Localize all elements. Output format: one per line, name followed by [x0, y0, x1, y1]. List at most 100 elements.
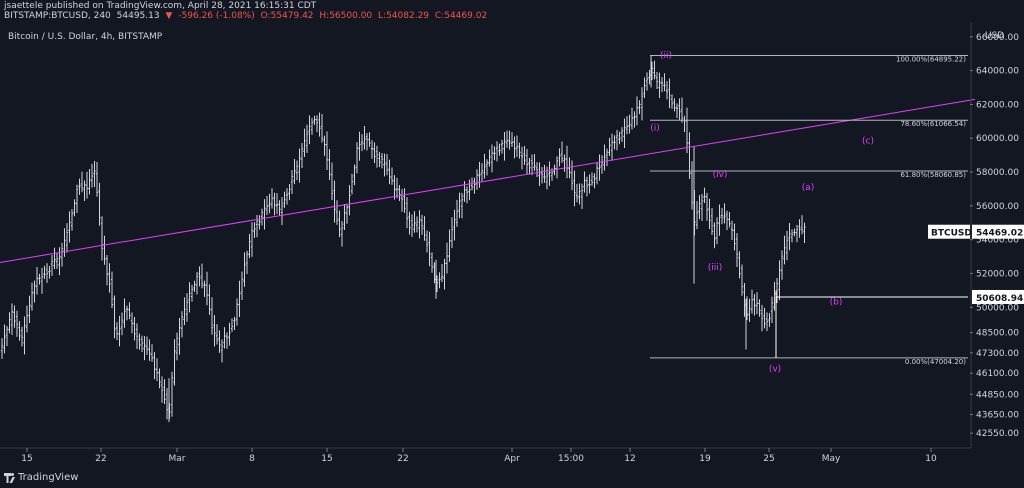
- ohlc-bar: [100, 216, 104, 261]
- ohlc-bar: [260, 208, 264, 226]
- ohlc-bar: [205, 271, 209, 306]
- ohlc-bar: [275, 193, 279, 214]
- x-tick-label: 15: [21, 454, 32, 464]
- ohlc-bar: [438, 272, 441, 289]
- ohlc-bar: [670, 94, 674, 109]
- trendline[interactable]: [0, 98, 976, 263]
- price-axis[interactable]: 42550.00 43650.00 44850.00 46100.00 47300.00…: [928, 33, 1024, 439]
- x-tick-label: 22: [95, 454, 106, 464]
- x-tick-label: 19: [699, 454, 711, 464]
- last-price-badge-text: 54469.02: [976, 229, 1023, 239]
- ohlc-bar: [473, 177, 476, 194]
- ohlc-bar: [508, 130, 511, 150]
- ohlc-bar: [603, 144, 606, 171]
- ohlc-bar: [400, 189, 404, 212]
- ohlc-bar: [88, 169, 91, 195]
- level-price-badge: 50608.94: [972, 289, 1024, 304]
- ohlc-bar: [778, 260, 781, 301]
- ohlc-bar: [208, 284, 211, 315]
- ohlc-bar: [543, 164, 546, 183]
- wave-label: (iii): [708, 263, 723, 273]
- ohlc-bar: [343, 204, 346, 230]
- ohlc-bar: [340, 220, 344, 247]
- ohlc-bar: [283, 191, 286, 208]
- ohlc-bar: [638, 100, 641, 115]
- y-tick-label: 54000.00: [976, 236, 1019, 246]
- ohlc-bar: [790, 229, 794, 243]
- ohlc-bar: [405, 196, 409, 229]
- chart-overlays: 100.00%(64895.22) 78.60%(61066.54) 61.80%(…: [0, 51, 976, 374]
- ohlc-bar: [518, 142, 521, 159]
- ohlc-bar: [630, 107, 634, 130]
- ohlc-bar: [345, 203, 349, 224]
- ohlc-bar: [725, 210, 729, 231]
- ohlc-bar: [323, 135, 326, 156]
- ohlc-bar: [758, 299, 761, 317]
- ohlc-bar: [133, 316, 136, 341]
- ohlc-bar: [255, 215, 259, 238]
- ohlc-bar: [593, 173, 596, 189]
- ohlc-bar: [528, 157, 531, 175]
- ohlc-bar: [748, 298, 751, 322]
- ohlc-bar: [315, 115, 319, 133]
- time-axis[interactable]: 15 22 Mar 8 15 22 Apr 15:00 12 19 25 May 10: [21, 448, 937, 464]
- chart-title: Bitcoin / U.S. Dollar, 4h, BITSTAMP: [8, 32, 163, 42]
- ohlc-bar: [393, 175, 396, 200]
- ohlc-bar: [278, 200, 281, 216]
- ohlc-bar: [93, 161, 96, 188]
- ohlc-bar: [570, 160, 574, 191]
- ohlc-bar: [333, 180, 336, 223]
- ohlc-bar: [280, 197, 284, 226]
- ohlc-bar: [20, 326, 24, 347]
- ohlc-bar: [273, 192, 276, 216]
- wave-label: (ii): [660, 51, 672, 61]
- ohlc-bar: [128, 302, 131, 320]
- ohlc-bar: [38, 273, 41, 285]
- ohlc-bar: [738, 251, 741, 279]
- ohlc-bar: [680, 97, 684, 123]
- ohlc-bar: [443, 258, 446, 290]
- ohlc-bar: [685, 107, 689, 154]
- brand-name[interactable]: TradingView: [18, 472, 79, 483]
- ohlc-bar: [468, 179, 471, 201]
- ohlc-bar: [483, 153, 486, 179]
- tradingview-logo-icon[interactable]: [4, 473, 15, 483]
- ohlc-bar: [403, 188, 406, 213]
- ohlc-bar: [548, 161, 551, 186]
- ohlc-bar: [408, 211, 411, 235]
- ohlc-bar: [290, 170, 294, 194]
- ohlc-bar: [390, 167, 394, 185]
- y-tick-label: 58000.00: [976, 168, 1019, 178]
- ohlc-bar: [313, 115, 316, 125]
- ohlc-bar: [560, 141, 564, 164]
- ohlc-bar: [458, 192, 461, 219]
- ohlc-bar: [700, 193, 704, 221]
- ohlc-bar: [130, 312, 134, 334]
- ohlc-bar: [245, 250, 249, 274]
- ohlc-bar: [585, 176, 589, 197]
- ohlc-bar: [235, 298, 239, 326]
- ohlc-bar: [268, 193, 271, 214]
- ohlc-bar: [533, 154, 536, 171]
- symbol-name[interactable]: BITSTAMP:BTCUSD, 240: [4, 11, 111, 21]
- ohlc-bar: [190, 284, 194, 302]
- ohlc-bar: [135, 323, 139, 350]
- publisher-line: jsaettele published on TradingView.com, …: [4, 1, 317, 11]
- ohlc-bar: [770, 296, 774, 324]
- ohlc-bar: [728, 212, 731, 228]
- ohlc-bar: [413, 211, 416, 233]
- ohlc-bar: [510, 132, 514, 148]
- ohlc-bar: [658, 72, 661, 99]
- ohlc-bar: [690, 161, 694, 210]
- ohlc-bar: [795, 224, 799, 243]
- ohlc-bar: [213, 315, 216, 347]
- ohlc-bar: [720, 207, 724, 225]
- price-change: -596.26 (-1.08%): [178, 11, 255, 21]
- ohlc-bar: [723, 203, 726, 224]
- ohlc-bar: [188, 282, 191, 313]
- ohlc-bar: [575, 183, 579, 203]
- symbol-badge-text: BTCUSD: [931, 229, 972, 239]
- ohlc-bar: [568, 157, 571, 179]
- ohlc-bar: [210, 297, 214, 335]
